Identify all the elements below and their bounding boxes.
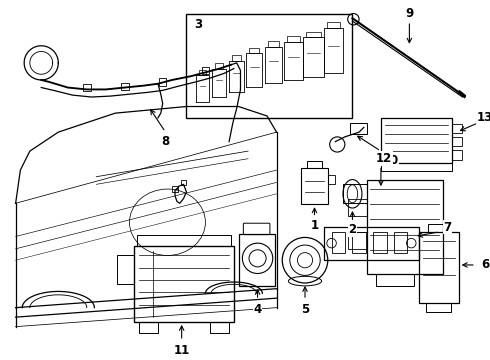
Bar <box>301 168 328 204</box>
Bar <box>373 232 387 253</box>
Bar <box>419 232 459 303</box>
Text: 11: 11 <box>173 344 190 357</box>
Bar <box>394 232 408 253</box>
Text: 6: 6 <box>481 258 490 271</box>
Bar <box>232 55 242 61</box>
Bar <box>349 123 367 134</box>
Bar <box>452 123 462 133</box>
Text: 2: 2 <box>348 223 357 237</box>
Bar <box>137 235 231 246</box>
Bar <box>249 48 260 53</box>
Text: 3: 3 <box>194 18 202 31</box>
Bar <box>172 186 178 192</box>
Bar <box>332 232 345 253</box>
Text: 5: 5 <box>301 303 309 316</box>
Bar <box>324 227 419 260</box>
Bar <box>428 224 449 232</box>
Bar <box>121 83 128 90</box>
Bar <box>426 303 451 312</box>
Bar <box>268 41 279 47</box>
Text: 1: 1 <box>311 219 319 231</box>
Bar <box>452 150 462 159</box>
Text: 10: 10 <box>382 154 398 167</box>
Text: 9: 9 <box>405 7 414 20</box>
Text: 13: 13 <box>477 111 490 125</box>
Bar <box>348 199 367 216</box>
Bar <box>376 274 414 286</box>
Bar <box>452 137 462 147</box>
Bar <box>239 234 275 286</box>
Bar <box>215 63 223 68</box>
Bar <box>381 163 452 171</box>
Bar <box>159 78 167 86</box>
Bar <box>201 67 209 74</box>
Bar <box>199 69 206 75</box>
Bar <box>139 322 158 333</box>
Bar <box>181 180 186 185</box>
Bar <box>307 161 322 168</box>
Bar <box>367 180 442 274</box>
Text: 8: 8 <box>161 135 170 148</box>
Bar <box>186 14 352 118</box>
Bar <box>117 256 134 284</box>
Bar <box>343 184 367 203</box>
Bar <box>83 84 91 91</box>
Text: 12: 12 <box>376 152 392 165</box>
Bar <box>328 175 335 184</box>
Bar <box>327 22 340 28</box>
Bar <box>210 322 229 333</box>
Text: 7: 7 <box>443 221 451 234</box>
Bar <box>287 36 300 42</box>
Bar <box>381 118 452 163</box>
Bar <box>306 32 321 37</box>
Text: 4: 4 <box>253 303 262 316</box>
Bar <box>352 232 366 253</box>
Bar <box>134 246 234 322</box>
Bar <box>348 232 367 249</box>
